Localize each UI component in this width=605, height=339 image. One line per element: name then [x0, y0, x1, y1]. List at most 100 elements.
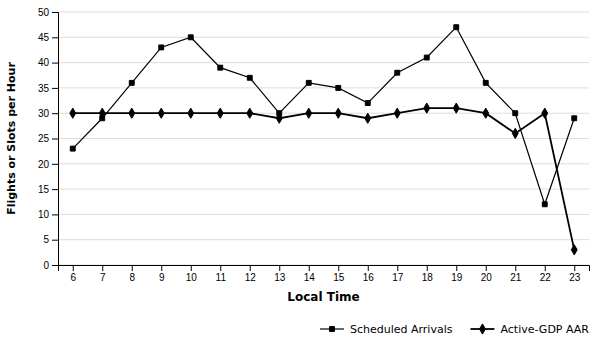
tick-label: 50: [38, 7, 50, 18]
x-axis-title: Local Time: [287, 290, 359, 304]
tick-label: 10: [38, 209, 50, 220]
tick-mark: [161, 265, 162, 271]
tick-label: 15: [333, 272, 345, 283]
tick-mark: [52, 139, 58, 140]
y-axis-title: Flights or Slots per Hour: [5, 62, 18, 215]
point: [129, 108, 135, 118]
x-axis: 67891011121314151617181920212223: [59, 265, 590, 283]
tick-mark: [102, 265, 103, 271]
axis-line: [59, 266, 590, 272]
tick-mark: [191, 265, 192, 271]
tick-mark: [574, 265, 575, 271]
axis-line: [52, 13, 59, 266]
x-tick: 23: [569, 265, 581, 283]
tick-mark: [515, 265, 516, 271]
x-tick: 9: [159, 265, 165, 283]
tick-mark: [52, 113, 58, 114]
x-tick: 21: [510, 265, 522, 283]
point: [365, 101, 370, 106]
point: [276, 113, 282, 123]
x-tick: 13: [274, 265, 286, 283]
tick-mark: [52, 240, 58, 241]
tick-mark: [250, 265, 251, 271]
point: [454, 25, 459, 30]
grid-line: [58, 12, 589, 13]
point: [513, 111, 518, 116]
y-tick: 5: [43, 234, 58, 245]
x-tick: 8: [129, 265, 135, 283]
tick-mark: [486, 265, 487, 271]
y-tick: 25: [38, 133, 58, 144]
point: [483, 80, 488, 85]
series-line: [73, 27, 575, 204]
legend-item: Scheduled Arrivals: [320, 323, 453, 336]
tick-label: 7: [100, 272, 106, 283]
y-tick: 35: [38, 83, 58, 94]
point: [424, 55, 429, 60]
grid-line: [58, 37, 589, 38]
point: [394, 108, 400, 118]
tick-mark: [52, 37, 58, 38]
grid-line: [58, 138, 589, 139]
point: [483, 108, 489, 118]
tick-label: 18: [422, 272, 434, 283]
tick-label: 0: [43, 260, 49, 271]
tick-label: 14: [304, 272, 316, 283]
x-tick: 22: [540, 265, 552, 283]
tick-mark: [52, 63, 58, 64]
tick-mark: [427, 265, 428, 271]
tick-label: 30: [38, 108, 50, 119]
y-tick: 10: [38, 209, 58, 220]
tick-label: 21: [510, 272, 522, 283]
data: [70, 25, 577, 255]
y-tick: 50: [38, 7, 58, 18]
tick-label: 8: [129, 272, 135, 283]
grid-line: [58, 214, 589, 215]
tick-mark: [73, 265, 74, 271]
tick-label: 23: [569, 272, 581, 283]
y-axis: 05101520253035404550: [38, 7, 59, 271]
point: [336, 85, 341, 90]
tick-mark: [52, 88, 58, 89]
series-line: [73, 108, 575, 250]
x-tick: 6: [70, 265, 76, 283]
tick-mark: [52, 189, 58, 190]
tick-label: 10: [186, 272, 198, 283]
point: [129, 80, 134, 85]
tick-label: 11: [216, 272, 227, 283]
tick-mark: [132, 265, 133, 271]
point: [542, 202, 547, 207]
tick-label: 13: [274, 272, 286, 283]
x-tick: 16: [363, 265, 375, 283]
tick-label: 9: [159, 272, 165, 283]
point: [395, 70, 400, 75]
tick-label: 45: [38, 32, 50, 43]
point: [572, 116, 577, 121]
tick-label: 22: [540, 272, 552, 283]
x-tick: 18: [422, 265, 434, 283]
grid-line: [58, 62, 589, 63]
point: [306, 80, 311, 85]
tick-mark: [397, 265, 398, 271]
point: [512, 128, 518, 138]
x-tick: 10: [186, 265, 198, 283]
point: [217, 108, 223, 118]
grid-line: [58, 87, 589, 88]
point: [159, 45, 164, 50]
point: [188, 35, 193, 40]
y-tick: 20: [38, 159, 58, 170]
tick-mark: [52, 12, 58, 13]
point: [571, 245, 577, 255]
point: [247, 108, 253, 118]
plot: 6789101112131415161718192021222305101520…: [38, 7, 590, 283]
tick-mark: [338, 265, 339, 271]
point: [158, 108, 164, 118]
legend-item: Active-GDP AAR: [470, 323, 589, 336]
point: [365, 113, 371, 123]
y-tick: 45: [38, 32, 58, 43]
tick-label: 35: [38, 83, 50, 94]
tick-label: 17: [392, 272, 404, 283]
grid-line: [58, 189, 589, 190]
grid: [58, 12, 589, 265]
chart: 6789101112131415161718192021222305101520…: [0, 0, 605, 339]
